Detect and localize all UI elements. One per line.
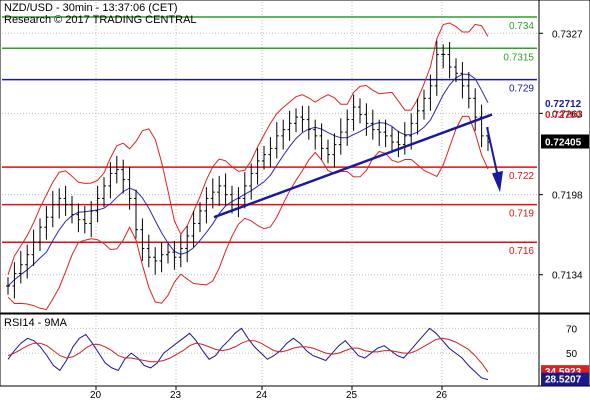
level-label: 0.722	[509, 171, 534, 182]
x-tick-label: 25	[346, 390, 358, 400]
x-tick-label: 26	[436, 390, 448, 400]
level-label: 0.734	[509, 21, 534, 32]
y-tick-label: 0.7327	[552, 29, 583, 40]
rsi-tick-label: 70	[566, 324, 578, 335]
uptrend-line	[213, 113, 493, 219]
lower-band	[7, 115, 489, 311]
price-axis	[538, 0, 590, 314]
rsi-tick-label: 50	[566, 349, 578, 360]
moving-average	[7, 73, 489, 287]
x-tick-label: 24	[256, 390, 268, 400]
axis-ticks: 20 23 24 25 26 0.7327 0.7263 0.7198 0.7134 70 50	[90, 29, 583, 400]
rsi-badge-label: 28.5207	[545, 375, 582, 386]
last-price-label: 0.72405	[545, 137, 582, 148]
x-tick-label: 23	[170, 390, 182, 400]
forecast-arrow-shaft	[486, 126, 499, 178]
y-tick-label: 0.7134	[552, 271, 583, 282]
level-label: 0.716	[509, 246, 534, 257]
price-panel	[0, 0, 540, 314]
bollinger-bands	[7, 22, 489, 311]
level-label: 0.7315	[503, 52, 534, 63]
y-tick-label: 0.7198	[552, 191, 583, 202]
rsi-title: RSI14 - 9MA	[4, 317, 68, 329]
rsi-badge	[541, 372, 589, 386]
candles	[6, 40, 490, 299]
last-price-badge	[541, 134, 589, 149]
chart-title: NZD/USD - 30min - 13:37:06 (CET)	[4, 2, 178, 14]
forecast-arrow-head	[492, 170, 503, 193]
level-label: 0.729	[509, 84, 534, 95]
indicator-price-label: 0.72712	[545, 99, 582, 110]
chart-subtitle: Research © 2017 TRADING CENTRAL	[4, 14, 197, 26]
upper-band	[7, 22, 489, 275]
rsi-panel	[0, 313, 540, 387]
rsi-grid	[2, 316, 537, 384]
level-lines: 0.734 0.7315 0.729 0.722 0.719 0.716	[2, 16, 537, 257]
level-label: 0.719	[509, 209, 534, 220]
y-tick-label: 0.7263	[552, 109, 583, 120]
x-tick-label: 20	[90, 390, 102, 400]
trendline	[213, 113, 503, 219]
price-grid	[2, 2, 537, 311]
rsi-lines	[7, 327, 489, 381]
indicator-price-label: 0.72700	[545, 110, 582, 121]
rsi-ma-line	[7, 337, 489, 373]
rsi-badge-label: 34.5923	[545, 367, 582, 378]
